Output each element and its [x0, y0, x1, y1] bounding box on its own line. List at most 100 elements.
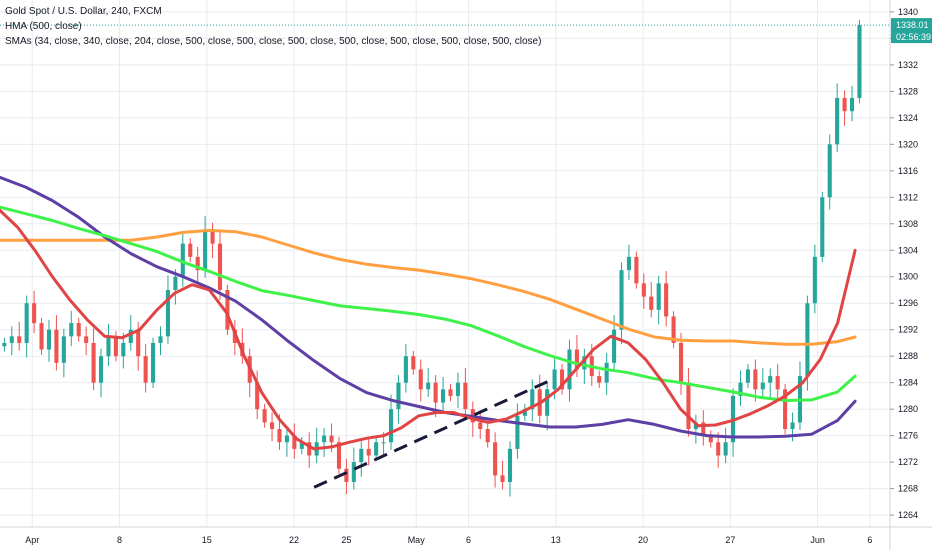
candle-up — [656, 283, 661, 310]
y-tick-label: 1288 — [898, 351, 918, 361]
price-axis[interactable]: 1264 1268 1272 1276 1280 1284 1288 1292 1296 1300… — [890, 7, 918, 520]
indicator-line-0 — [0, 209, 857, 451]
candle-down — [671, 316, 676, 343]
candle-up — [121, 342, 126, 357]
candle-up — [396, 382, 401, 410]
x-tick-label: 20 — [638, 535, 648, 545]
candle-down — [54, 329, 59, 363]
candle-up — [9, 336, 14, 343]
candle-down — [478, 422, 483, 430]
y-tick-label: 1276 — [898, 431, 918, 441]
candle-down — [783, 389, 788, 430]
candle-down — [448, 389, 453, 396]
candle-up — [46, 329, 52, 350]
candle-down — [143, 356, 148, 383]
candle-down — [292, 435, 297, 449]
chart-legend: Gold Spot / U.S. Dollar, 240, FXCM HMA (… — [5, 4, 541, 49]
indicator-line-2 — [0, 205, 857, 402]
candle-up — [441, 389, 446, 403]
candle-down — [433, 382, 438, 403]
candle-down — [411, 356, 416, 370]
candle-down — [664, 283, 669, 317]
y-tick-label: 1332 — [898, 60, 918, 70]
x-tick-label: 15 — [202, 535, 212, 545]
candle-up — [723, 442, 728, 456]
y-tick-label: 1324 — [898, 113, 918, 123]
candle-up — [812, 256, 817, 304]
hma-legend-label[interactable]: HMA (500, close) — [5, 21, 82, 32]
candle-up — [827, 144, 832, 198]
candle-down — [84, 336, 89, 343]
candle-up — [388, 409, 394, 443]
candle-up — [522, 409, 527, 416]
candle-up — [805, 303, 810, 377]
candle-up — [790, 422, 795, 430]
y-tick-label: 1264 — [898, 510, 918, 520]
candle-down — [485, 429, 490, 443]
candle-down — [634, 256, 639, 284]
candle-up — [820, 197, 825, 257]
x-tick-label: 6 — [466, 535, 471, 545]
candle-up — [151, 342, 156, 383]
candle-up — [619, 270, 624, 330]
candle-up — [98, 356, 104, 383]
symbol-title[interactable]: Gold Spot / U.S. Dollar, 240, FXCM — [5, 6, 162, 17]
candle-up — [426, 382, 431, 390]
indicator-line-1 — [0, 175, 857, 439]
candle-down — [113, 336, 118, 357]
x-tick-label: 13 — [551, 535, 561, 545]
candle-down — [32, 303, 37, 324]
y-tick-label: 1320 — [898, 139, 918, 149]
candle-up — [24, 303, 29, 343]
candle-up — [835, 97, 840, 145]
y-tick-label: 1292 — [898, 325, 918, 335]
candle-up — [515, 415, 520, 449]
candle-up — [299, 442, 304, 449]
x-tick-label: Jun — [810, 535, 825, 545]
x-tick-label: 8 — [117, 535, 122, 545]
candle-down — [678, 342, 684, 383]
candle-down — [307, 442, 312, 456]
candle-up — [530, 389, 535, 410]
candle-up — [381, 442, 386, 444]
indicator-line-3 — [0, 228, 857, 346]
candle-down — [255, 382, 260, 410]
candle-down — [76, 323, 81, 337]
y-tick-label: 1280 — [898, 404, 918, 414]
time-axis[interactable]: Apr 8 15 22 25 May 6 13 20 27 Jun 6 — [25, 535, 872, 545]
y-tick-label: 1268 — [898, 484, 918, 494]
candle-up — [203, 230, 208, 271]
sma-legend-label[interactable]: SMAs (34, close, 340, close, 204, close,… — [5, 36, 542, 47]
y-tick-label: 1308 — [898, 219, 918, 229]
candle-up — [745, 369, 750, 383]
candle-up — [612, 329, 617, 363]
candle-down — [91, 342, 96, 383]
candle-down — [493, 442, 498, 476]
candle-down — [210, 230, 215, 244]
candle-down — [329, 435, 334, 443]
candle-down — [188, 243, 193, 257]
candle-up — [626, 256, 632, 271]
y-tick-label: 1272 — [898, 457, 918, 467]
candle-up — [2, 342, 7, 347]
x-tick-label: 25 — [341, 535, 351, 545]
price-badge: 1338.01 02:56:39 — [891, 18, 932, 44]
candle-down — [336, 442, 342, 469]
candle-up — [849, 97, 855, 112]
candle-up — [507, 448, 513, 482]
price-badge-background — [891, 18, 932, 44]
candle-up — [403, 356, 408, 383]
price-badge-value: 1338.01 — [896, 20, 929, 30]
y-tick-label: 1284 — [898, 378, 918, 388]
candle-down — [136, 329, 141, 357]
indicator-lines — [0, 175, 857, 489]
candle-up — [173, 276, 178, 290]
candle-down — [753, 369, 758, 390]
candle-up — [106, 336, 111, 357]
candle-up — [857, 25, 862, 98]
candle-up — [165, 289, 170, 337]
y-tick-label: 1300 — [898, 272, 918, 282]
candle-down — [574, 349, 579, 370]
candle-up — [455, 382, 460, 396]
